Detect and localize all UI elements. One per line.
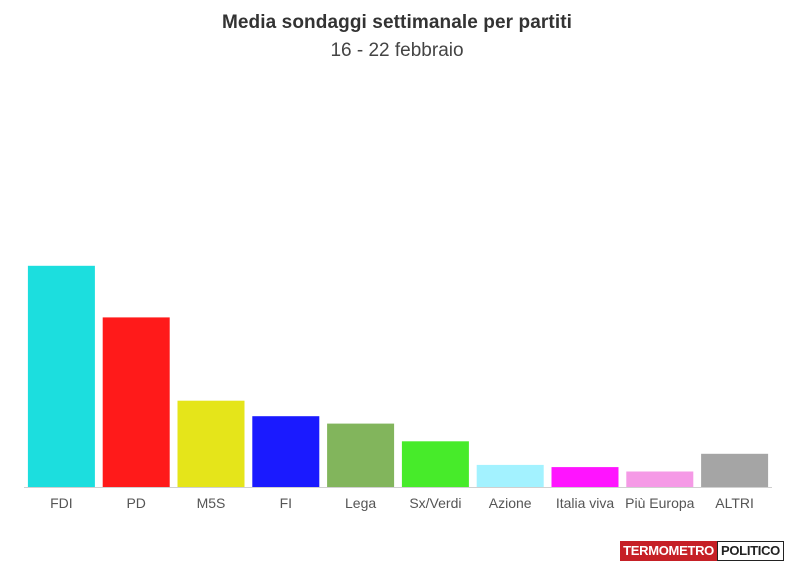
x-tick-label: Azione bbox=[489, 495, 532, 511]
x-tick-label: Lega bbox=[345, 495, 376, 511]
bar-fdi bbox=[27, 265, 95, 488]
logo-part-termometro: TERMOMETRO bbox=[620, 541, 717, 561]
bar-sx-verdi bbox=[401, 441, 469, 487]
x-tick-label: ALTRI bbox=[715, 495, 754, 511]
bar-pi-europa bbox=[626, 471, 694, 487]
bar-italia-viva bbox=[551, 467, 619, 487]
chart-subtitle: 16 - 22 febbraio bbox=[330, 40, 464, 61]
logo-part-politico: POLITICO bbox=[717, 541, 784, 561]
bar-m5s bbox=[177, 400, 245, 487]
x-tick-label: M5S bbox=[197, 495, 226, 511]
bar-azione bbox=[476, 464, 544, 487]
bar-altri bbox=[701, 453, 769, 487]
x-tick-labels: FDI PD M5S FI Lega Sx/Verdi Azione Italia viva P… bbox=[50, 495, 754, 511]
x-tick-label: PD bbox=[126, 495, 145, 511]
x-tick-label: Più Europa bbox=[625, 495, 694, 511]
bar-lega bbox=[327, 423, 395, 487]
termometro-politico-logo: TERMOMETRO POLITICO bbox=[620, 541, 784, 561]
x-tick-label: FDI bbox=[50, 495, 73, 511]
x-tick-label: FI bbox=[280, 495, 292, 511]
bar-pd bbox=[102, 317, 170, 487]
bars-group bbox=[27, 265, 769, 488]
chart-title: Media sondaggi settimanale per partiti bbox=[221, 12, 573, 33]
x-tick-label: Italia viva bbox=[556, 495, 615, 511]
x-tick-label: Sx/Verdi bbox=[409, 495, 461, 511]
bar-fi bbox=[252, 416, 320, 487]
